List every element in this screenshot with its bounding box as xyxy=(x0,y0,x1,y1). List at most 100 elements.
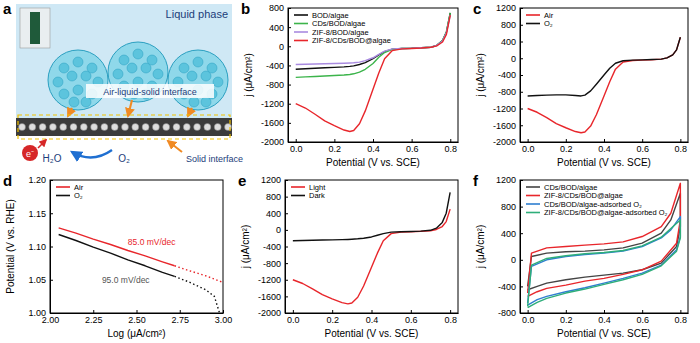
y-tick-label: 0 xyxy=(511,54,516,64)
x-tick-label: 2.50 xyxy=(128,315,146,325)
x-tick-mark xyxy=(293,310,294,313)
y-tick-label: 1.05 xyxy=(28,275,46,285)
electrode-particle xyxy=(60,124,67,131)
y-tick-label: -800 xyxy=(498,87,516,97)
solid-label: Solid interface xyxy=(186,154,243,164)
y-tick-label: 1.15 xyxy=(28,209,46,219)
data-line xyxy=(528,37,681,132)
electrode-particle xyxy=(19,124,26,131)
legend-swatch xyxy=(526,212,540,214)
y-tick-label: 1.10 xyxy=(28,242,46,252)
electrode-particle xyxy=(152,124,159,131)
y-tick: 1.20 xyxy=(28,175,53,185)
interface-label-bg xyxy=(86,84,214,98)
plot-frame xyxy=(285,180,458,313)
chart-panel: c0.00.20.40.60.8-2000-1600-1200-800-4000… xyxy=(473,0,689,168)
data-line xyxy=(175,276,220,313)
y-tick-label: 400 xyxy=(501,229,516,239)
y-tick-label: -1200 xyxy=(493,104,516,114)
y-tick: 1.15 xyxy=(28,209,53,219)
electrode-particle xyxy=(80,124,87,131)
x-tick-label: 2.75 xyxy=(171,315,189,325)
y-tick-label: -1600 xyxy=(258,292,281,302)
x-axis-title: Potential (V vs. SCE) xyxy=(325,328,419,339)
x-tick-label: 0.6 xyxy=(405,315,418,325)
y-tick-label: 1.20 xyxy=(28,175,46,185)
y-tick-label: -400 xyxy=(498,282,516,292)
y-tick-mark xyxy=(520,180,523,181)
x-tick: 0.0 xyxy=(522,310,535,325)
legend: BOD/algaeCDs/BOD/algaeZIF-8/BOD/algaeZIF… xyxy=(294,11,391,46)
x-axis-line xyxy=(286,313,459,314)
legend-label: O₂ xyxy=(74,191,83,200)
y-tick-label: -800 xyxy=(266,80,284,90)
x-tick: 0.4 xyxy=(598,139,611,154)
y-tick-mark xyxy=(288,123,291,124)
y-tick-label: 0 xyxy=(279,42,284,52)
electrode-particle xyxy=(49,124,56,131)
x-tick-mark xyxy=(642,310,643,313)
y-tick: 1200 xyxy=(496,3,523,13)
plot-frame xyxy=(50,180,223,313)
y-tick-label: 800 xyxy=(501,20,516,30)
x-tick: 0.6 xyxy=(636,139,649,154)
x-tick: 0.6 xyxy=(406,139,419,154)
x-tick: 0.8 xyxy=(444,310,457,325)
x-axis-title: Potential (V vs. SCE) xyxy=(557,328,651,339)
y-tick-mark xyxy=(520,92,523,93)
algae-cell xyxy=(113,69,123,79)
y-tick-label: -1600 xyxy=(493,121,516,131)
electrode-particle xyxy=(142,124,149,131)
electron-badge xyxy=(22,145,38,161)
y-tick: -400 xyxy=(498,70,523,80)
y-axis: -2000-1600-1200-800-4000400800 xyxy=(261,3,291,147)
electrode-particle xyxy=(29,124,36,131)
y-tick-mark xyxy=(285,230,288,231)
solid-arrow xyxy=(168,141,182,152)
algae-cluster xyxy=(168,50,228,116)
plot-lines xyxy=(293,192,450,303)
x-tick: 0.4 xyxy=(366,310,379,325)
y-tick: -1600 xyxy=(261,118,291,128)
x-tick-mark xyxy=(93,310,94,313)
y-axis-title: j (μA/cm²) xyxy=(475,225,486,270)
y-tick-label: 800 xyxy=(266,192,281,202)
x-tick-label: 0.4 xyxy=(367,144,380,154)
x-axis-line xyxy=(521,313,689,314)
oxygen-arrow xyxy=(128,100,132,116)
y-tick-label: 0 xyxy=(511,255,516,265)
x-tick-label: 0.0 xyxy=(290,144,303,154)
y-tick-mark xyxy=(288,65,291,66)
algae-body xyxy=(48,50,108,110)
x-tick-mark xyxy=(223,310,224,313)
y-tick-mark xyxy=(520,286,523,287)
y-tick-label: 1200 xyxy=(261,175,281,185)
y-tick-label: -400 xyxy=(498,70,516,80)
x-tick-label: 0.0 xyxy=(287,315,300,325)
electrode-particle xyxy=(39,124,46,131)
legend: CDs/BOD/algaeZIF-8/CDs/BOD@algaeCDs/BOD/… xyxy=(526,183,668,218)
y-tick-mark xyxy=(520,25,523,26)
y-tick: -400 xyxy=(263,242,288,252)
electrode-particle xyxy=(132,124,139,131)
algae-cell xyxy=(73,57,83,67)
x-axis-title: Log (μA/cm²) xyxy=(108,328,166,339)
y-axis: -2000-1600-1200-800-40004008001200 xyxy=(493,3,523,147)
algae-cell xyxy=(59,89,69,99)
x-tick-label: 0.8 xyxy=(675,315,688,325)
y-tick: -800 xyxy=(498,87,523,97)
x-tick: 0.6 xyxy=(636,310,649,325)
y-tick-mark xyxy=(285,296,288,297)
x-tick-label: 0.4 xyxy=(366,315,379,325)
x-tick-label: 0.2 xyxy=(326,315,339,325)
x-tick-label: 0.8 xyxy=(444,315,457,325)
algae-cell xyxy=(189,97,199,107)
data-line xyxy=(293,209,450,304)
legend-swatch xyxy=(526,23,540,25)
x-axis: 0.0 0.2 0.4 0.6 0.8 xyxy=(286,310,459,325)
y-tick-label: 1200 xyxy=(496,175,516,185)
electron-label: e⁻ xyxy=(26,149,34,159)
y-tick-label: -800 xyxy=(498,308,516,318)
y-axis: -800-40004008001200 xyxy=(496,175,523,318)
y-tick-mark xyxy=(50,213,53,214)
